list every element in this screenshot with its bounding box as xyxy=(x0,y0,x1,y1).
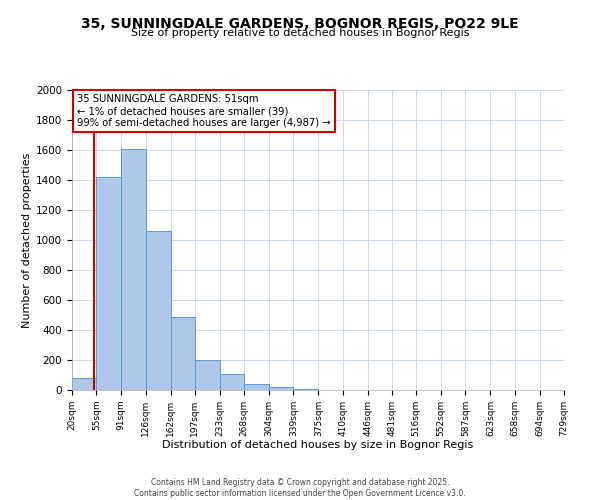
X-axis label: Distribution of detached houses by size in Bognor Regis: Distribution of detached houses by size … xyxy=(163,440,473,450)
Bar xyxy=(293,389,319,390)
Bar xyxy=(269,387,293,390)
Bar xyxy=(146,231,170,390)
Bar xyxy=(72,378,96,390)
Text: 35 SUNNINGDALE GARDENS: 51sqm
← 1% of detached houses are smaller (39)
99% of se: 35 SUNNINGDALE GARDENS: 51sqm ← 1% of de… xyxy=(77,94,331,128)
Text: Size of property relative to detached houses in Bognor Regis: Size of property relative to detached ho… xyxy=(131,28,469,38)
Bar xyxy=(121,148,146,390)
Bar xyxy=(244,384,269,390)
Bar xyxy=(195,360,220,390)
Bar xyxy=(170,316,195,390)
Y-axis label: Number of detached properties: Number of detached properties xyxy=(22,152,32,328)
Bar xyxy=(220,374,244,390)
Text: Contains HM Land Registry data © Crown copyright and database right 2025.
Contai: Contains HM Land Registry data © Crown c… xyxy=(134,478,466,498)
Text: 35, SUNNINGDALE GARDENS, BOGNOR REGIS, PO22 9LE: 35, SUNNINGDALE GARDENS, BOGNOR REGIS, P… xyxy=(81,18,519,32)
Bar xyxy=(96,177,121,390)
